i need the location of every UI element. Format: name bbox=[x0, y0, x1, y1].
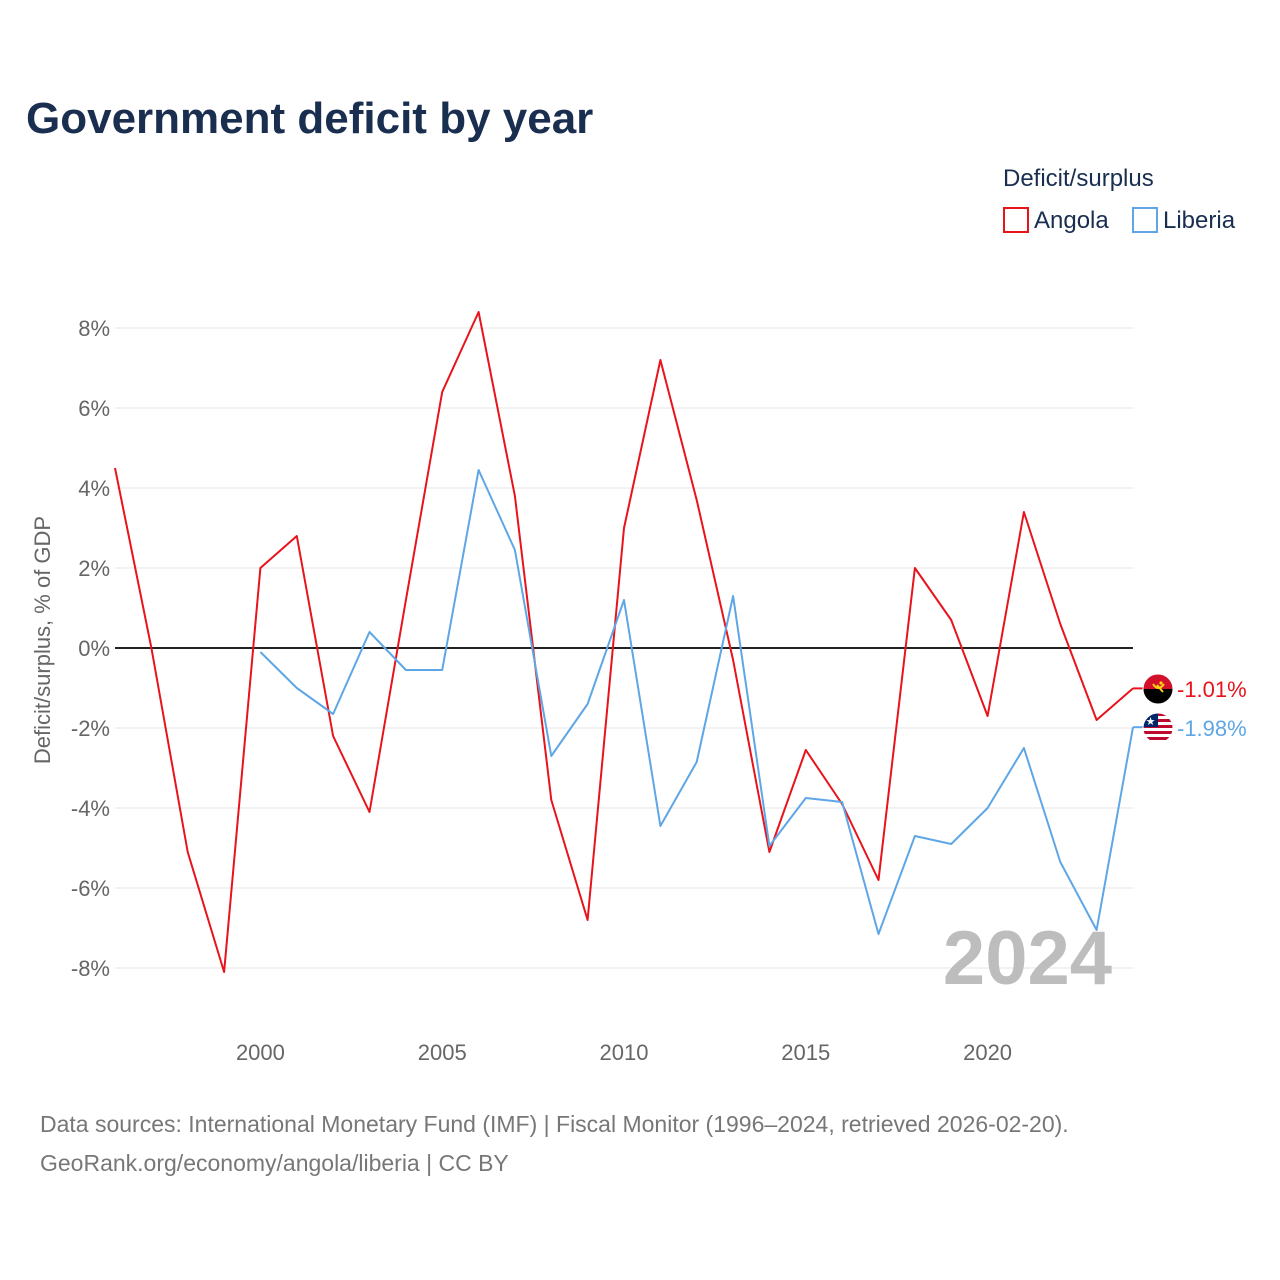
y-axis-ticks: 8% 6% 4% 2% 0% -2% -4% -6% -8% bbox=[71, 316, 110, 981]
legend-swatch-liberia bbox=[1132, 207, 1158, 233]
end-marker-angola: -1.01% bbox=[1133, 673, 1247, 705]
legend: Deficit/surplus Angola Liberia bbox=[1003, 165, 1236, 234]
year-watermark: 2024 bbox=[943, 916, 1112, 1001]
angola-flag-icon bbox=[1143, 674, 1173, 704]
x-axis-ticks: 2000 2005 2010 2015 2020 bbox=[236, 1040, 1012, 1065]
end-label-angola: -1.01% bbox=[1177, 677, 1247, 702]
y-tick-label: -4% bbox=[71, 796, 110, 821]
y-tick-label: 4% bbox=[78, 476, 110, 501]
y-tick-label: -2% bbox=[71, 716, 110, 741]
x-tick-label: 2000 bbox=[236, 1040, 285, 1065]
legend-swatch-angola bbox=[1003, 207, 1029, 233]
x-tick-label: 2010 bbox=[600, 1040, 649, 1065]
x-tick-label: 2015 bbox=[781, 1040, 830, 1065]
chart-title: Government deficit by year bbox=[26, 94, 593, 143]
legend-title: Deficit/surplus bbox=[1003, 165, 1154, 192]
x-tick-label: 2005 bbox=[418, 1040, 467, 1065]
y-tick-label: 0% bbox=[78, 636, 110, 661]
end-marker-liberia: ★ -1.98% bbox=[1133, 712, 1247, 744]
footer-sources: Data sources: International Monetary Fun… bbox=[40, 1111, 1069, 1137]
y-tick-label: -6% bbox=[71, 876, 110, 901]
y-tick-label: 8% bbox=[78, 316, 110, 341]
legend-label-liberia: Liberia bbox=[1163, 207, 1236, 234]
legend-label-angola: Angola bbox=[1034, 207, 1109, 234]
x-tick-label: 2020 bbox=[963, 1040, 1012, 1065]
y-tick-label: 2% bbox=[78, 556, 110, 581]
y-axis-label: Deficit/surplus, % of GDP bbox=[30, 516, 55, 764]
series-line-liberia bbox=[259, 469, 1134, 935]
y-tick-label: 6% bbox=[78, 396, 110, 421]
gridlines bbox=[115, 327, 1133, 969]
end-label-liberia: -1.98% bbox=[1177, 716, 1247, 741]
y-tick-label: -8% bbox=[71, 956, 110, 981]
series-lines bbox=[114, 311, 1134, 973]
series-line-angola bbox=[114, 311, 1134, 973]
footer-link: GeoRank.org/economy/angola/liberia | CC … bbox=[40, 1150, 509, 1176]
svg-text:★: ★ bbox=[1146, 716, 1156, 728]
